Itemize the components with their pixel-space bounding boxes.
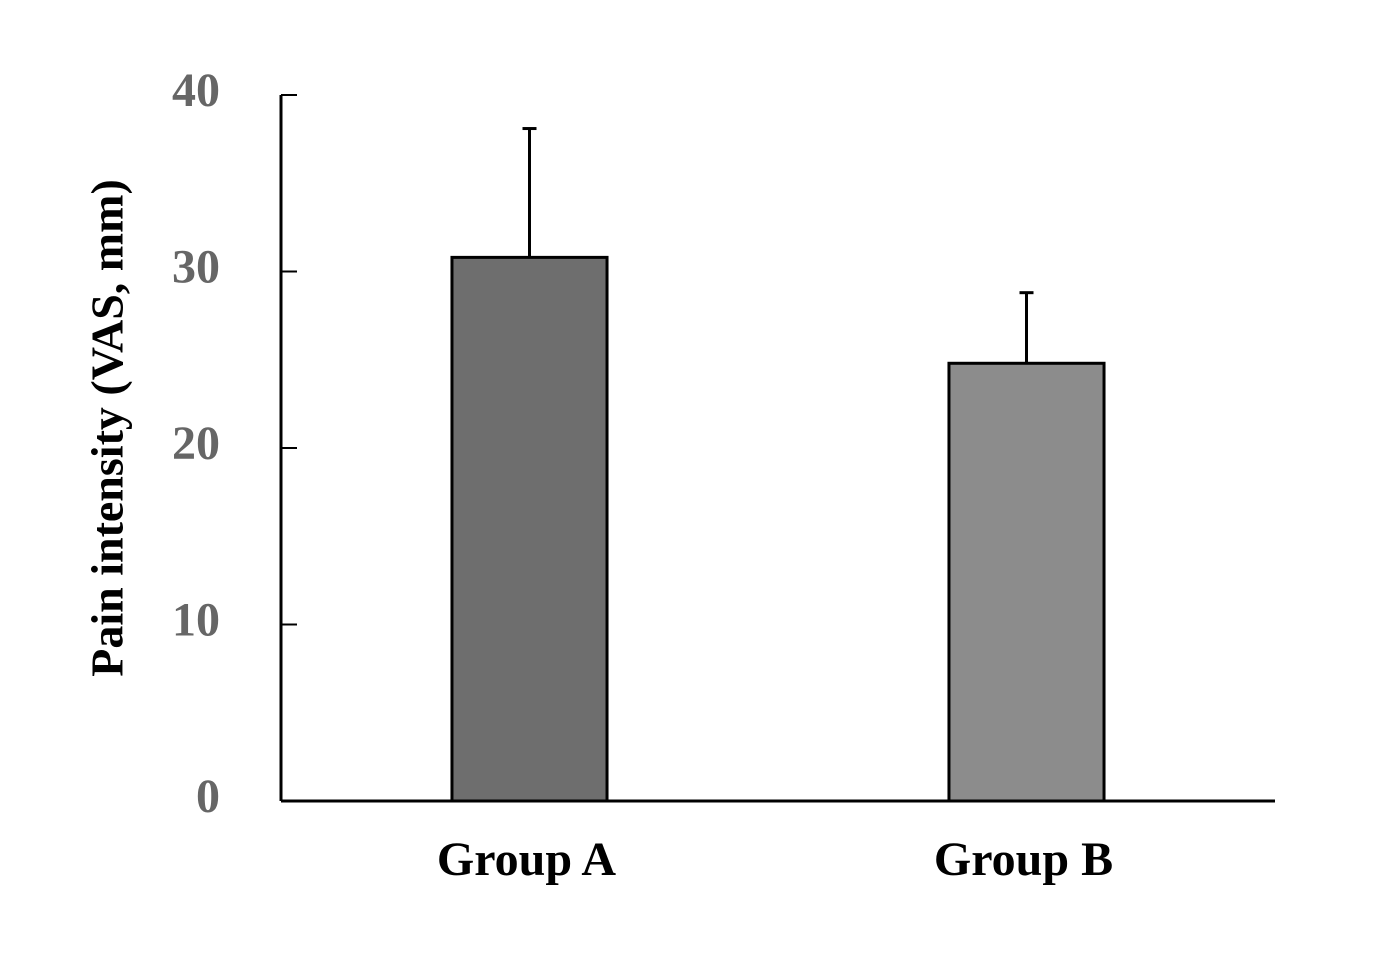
y-tick-label: 0 [196, 770, 220, 823]
x-tick-label: Group A [437, 833, 617, 886]
y-tick-label: 20 [172, 417, 220, 470]
y-tick-label: 40 [172, 64, 220, 117]
bar [450, 255, 609, 803]
y-axis-label: Pain intensity (VAS, mm) [82, 179, 133, 677]
y-tick-label: 10 [172, 594, 220, 647]
x-tick-label: Group B [934, 833, 1113, 886]
error-bar [522, 127, 537, 258]
y-tick-label: 30 [172, 241, 220, 294]
error-bar [1019, 291, 1034, 364]
bar [947, 361, 1106, 803]
